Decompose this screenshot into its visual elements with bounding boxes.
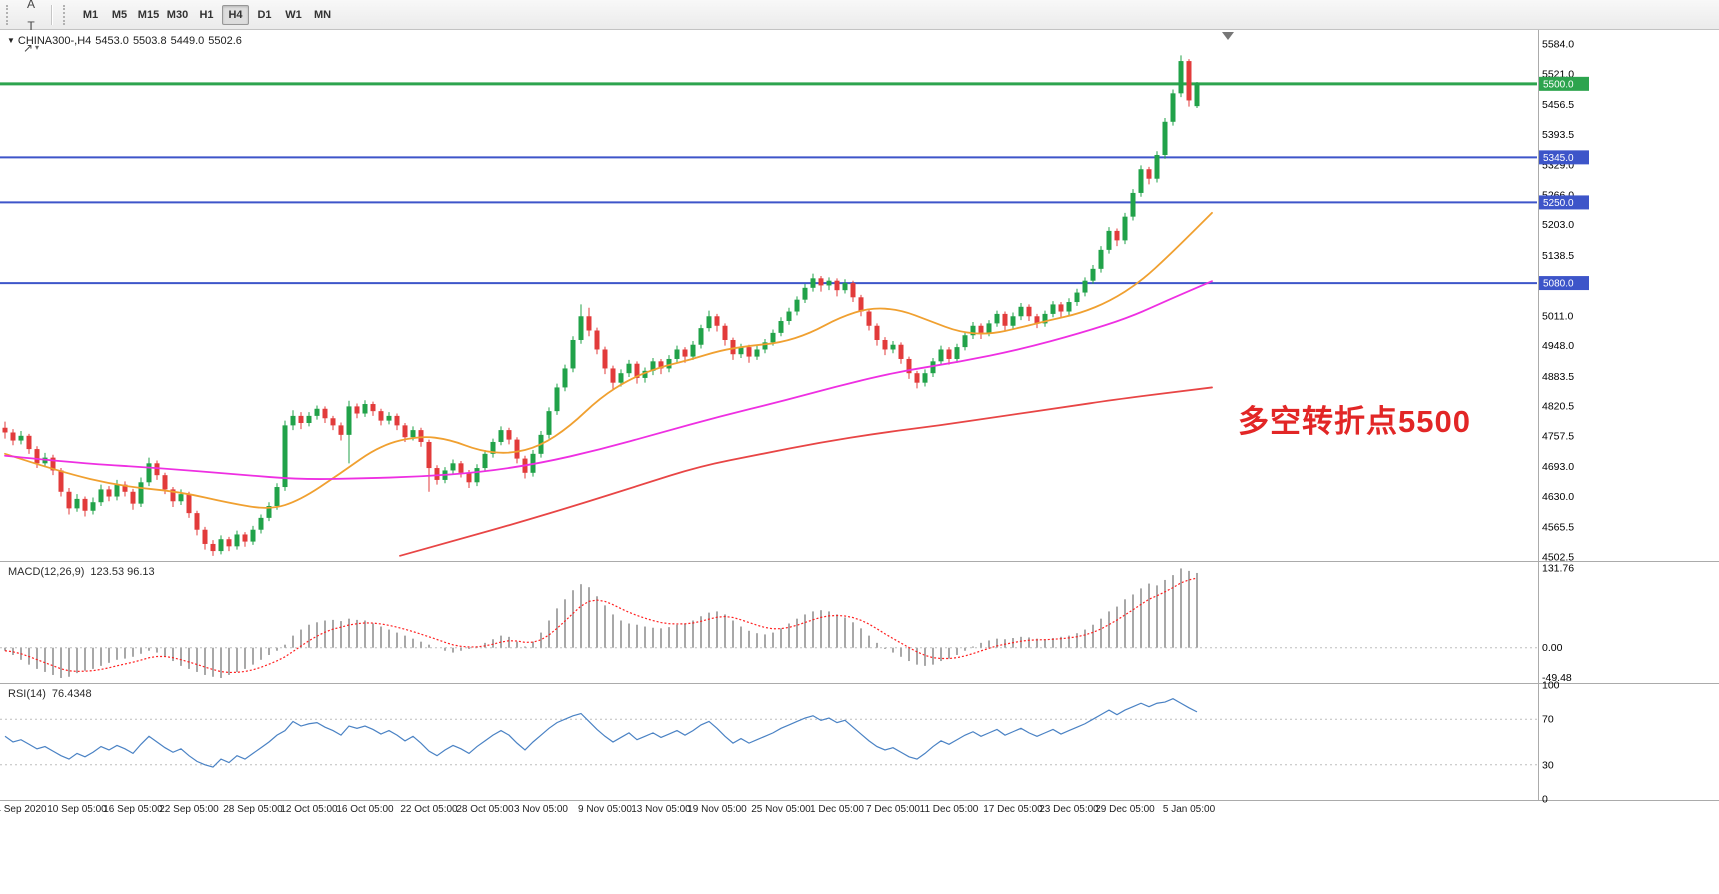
svg-text:19 Nov 05:00: 19 Nov 05:00 bbox=[687, 804, 747, 815]
ohlc-close: 5502.6 bbox=[208, 35, 242, 47]
svg-text:4565.5: 4565.5 bbox=[1542, 522, 1574, 534]
periods-drag-handle[interactable] bbox=[63, 4, 70, 25]
svg-text:16 Sep 05:00: 16 Sep 05:00 bbox=[103, 804, 163, 815]
svg-text:13 Nov 05:00: 13 Nov 05:00 bbox=[631, 804, 691, 815]
period-d1-button[interactable]: D1 bbox=[251, 5, 278, 25]
svg-text:5138.5: 5138.5 bbox=[1542, 250, 1574, 262]
svg-text:4693.0: 4693.0 bbox=[1542, 461, 1574, 473]
toolbar-separator bbox=[51, 4, 53, 25]
svg-text:28 Sep 05:00: 28 Sep 05:00 bbox=[223, 804, 283, 815]
svg-text:5011.0: 5011.0 bbox=[1542, 310, 1573, 322]
symbol-label: CHINA300-,H4 bbox=[17, 35, 92, 47]
svg-text:17 Dec 05:00: 17 Dec 05:00 bbox=[983, 804, 1043, 815]
svg-text:4630.0: 4630.0 bbox=[1542, 491, 1574, 503]
rsi-indicator-label: RSI(14) 76.4348 bbox=[8, 688, 92, 700]
svg-text:29 Dec 05:00: 29 Dec 05:00 bbox=[1095, 804, 1155, 815]
period-h1-button[interactable]: H1 bbox=[193, 5, 220, 25]
svg-text:5203.0: 5203.0 bbox=[1542, 219, 1574, 231]
candles-layer bbox=[2, 55, 1200, 556]
ma-mid-magenta bbox=[4, 280, 1213, 480]
shapes-icon: ↗ bbox=[22, 40, 34, 55]
svg-text:16 Oct 05:00: 16 Oct 05:00 bbox=[336, 804, 394, 815]
svg-text:23 Dec 05:00: 23 Dec 05:00 bbox=[1039, 804, 1099, 815]
svg-text:10 Sep 05:00: 10 Sep 05:00 bbox=[47, 804, 107, 815]
svg-text:4 Sep 2020: 4 Sep 2020 bbox=[0, 804, 47, 815]
svg-text:22 Sep 05:00: 22 Sep 05:00 bbox=[159, 804, 219, 815]
rsi-line bbox=[4, 698, 1198, 768]
macd-indicator-label: MACD(12,26,9) 123.53 96.13 bbox=[8, 566, 155, 578]
svg-text:5393.5: 5393.5 bbox=[1542, 129, 1574, 141]
ma-lines bbox=[4, 211, 1213, 557]
price-axis: 5584.05521.05456.55393.55329.05266.05203… bbox=[1539, 39, 1589, 564]
text-a-icon: A bbox=[26, 0, 35, 11]
macd-pane: 131.76 0.00 -49.48 bbox=[0, 562, 1574, 684]
macd-name: MACD(12,26,9) bbox=[8, 566, 85, 578]
ma-slow-red bbox=[399, 386, 1213, 557]
svg-text:5584.0: 5584.0 bbox=[1542, 39, 1574, 51]
svg-text:0.00: 0.00 bbox=[1542, 642, 1563, 654]
svg-text:7 Dec 05:00: 7 Dec 05:00 bbox=[866, 804, 920, 815]
chart-shift-marker bbox=[1222, 32, 1234, 40]
svg-text:5 Jan 05:00: 5 Jan 05:00 bbox=[1163, 804, 1216, 815]
ohlc-high: 5503.8 bbox=[132, 35, 167, 47]
periods-toolbar: M1 M5 M15 M30 H1 H4 D1 W1 MN bbox=[76, 4, 337, 25]
macd-signal-line bbox=[4, 577, 1198, 674]
ohlc-open: 5453.0 bbox=[95, 35, 129, 47]
svg-text:131.76: 131.76 bbox=[1542, 562, 1574, 574]
svg-text:30: 30 bbox=[1542, 759, 1554, 771]
period-m5-button[interactable]: M5 bbox=[106, 5, 133, 25]
rsi-value: 76.4348 bbox=[51, 688, 92, 700]
ohlc-low: 5449.0 bbox=[170, 35, 205, 47]
period-mn-button[interactable]: MN bbox=[309, 5, 336, 25]
svg-text:70: 70 bbox=[1542, 714, 1554, 726]
text-t-icon: T bbox=[27, 18, 35, 33]
svg-text:4502.5: 4502.5 bbox=[1542, 552, 1574, 564]
shapes-tool-button[interactable]: ↗ ▾ bbox=[19, 37, 43, 59]
svg-text:5345.0: 5345.0 bbox=[1543, 153, 1574, 164]
svg-text:5250.0: 5250.0 bbox=[1543, 198, 1574, 209]
panel-frames bbox=[0, 30, 1719, 801]
svg-text:25 Nov 05:00: 25 Nov 05:00 bbox=[751, 804, 811, 815]
symbol-ohlc-line: ▼ CHINA300-,H4 5453.0 5503.8 5449.0 5502.6 bbox=[7, 35, 246, 47]
text-a-tool-button[interactable]: A bbox=[19, 0, 43, 15]
svg-text:12 Oct 05:00: 12 Oct 05:00 bbox=[280, 804, 338, 815]
svg-text:1 Dec 05:00: 1 Dec 05:00 bbox=[810, 804, 864, 815]
text-t-tool-button[interactable]: T bbox=[19, 15, 43, 37]
period-h4-button[interactable]: H4 bbox=[222, 4, 249, 25]
svg-text:5080.0: 5080.0 bbox=[1543, 279, 1574, 290]
macd-values: 123.53 96.13 bbox=[90, 566, 155, 578]
svg-text:28 Oct 05:00: 28 Oct 05:00 bbox=[456, 804, 514, 815]
svg-text:5456.5: 5456.5 bbox=[1542, 99, 1574, 111]
svg-text:11 Dec 05:00: 11 Dec 05:00 bbox=[920, 804, 979, 815]
period-m15-button[interactable]: M15 bbox=[135, 5, 162, 25]
collapse-icon: ▼ bbox=[7, 36, 15, 45]
svg-text:4883.5: 4883.5 bbox=[1542, 371, 1574, 383]
rsi-name: RSI(14) bbox=[8, 688, 46, 700]
svg-text:4948.0: 4948.0 bbox=[1542, 340, 1574, 352]
rsi-pane: 100 70 30 0 bbox=[0, 680, 1560, 806]
svg-text:5500.0: 5500.0 bbox=[1543, 79, 1574, 90]
svg-text:9 Nov 05:00: 9 Nov 05:00 bbox=[578, 804, 632, 815]
svg-text:22 Oct 05:00: 22 Oct 05:00 bbox=[400, 804, 458, 815]
svg-text:100: 100 bbox=[1542, 680, 1560, 692]
period-m30-button[interactable]: M30 bbox=[164, 5, 191, 25]
svg-text:3 Nov 05:00: 3 Nov 05:00 bbox=[514, 804, 568, 815]
svg-text:-49.48: -49.48 bbox=[1542, 672, 1572, 684]
svg-text:4757.5: 4757.5 bbox=[1542, 431, 1574, 443]
svg-text:0: 0 bbox=[1542, 794, 1548, 806]
drawing-tools-toolbar: ✛AT↗▾ bbox=[19, 0, 43, 59]
svg-text:4820.5: 4820.5 bbox=[1542, 401, 1574, 413]
annotation-text: 多空转折点5500 bbox=[1238, 404, 1471, 439]
level-lines bbox=[0, 82, 1537, 285]
chevron-down-icon: ▾ bbox=[35, 43, 40, 52]
toolbar-drag-handle[interactable] bbox=[6, 4, 13, 25]
period-w1-button[interactable]: W1 bbox=[280, 5, 307, 25]
ma-fast-orange bbox=[4, 211, 1213, 509]
period-m1-button[interactable]: M1 bbox=[77, 5, 104, 25]
